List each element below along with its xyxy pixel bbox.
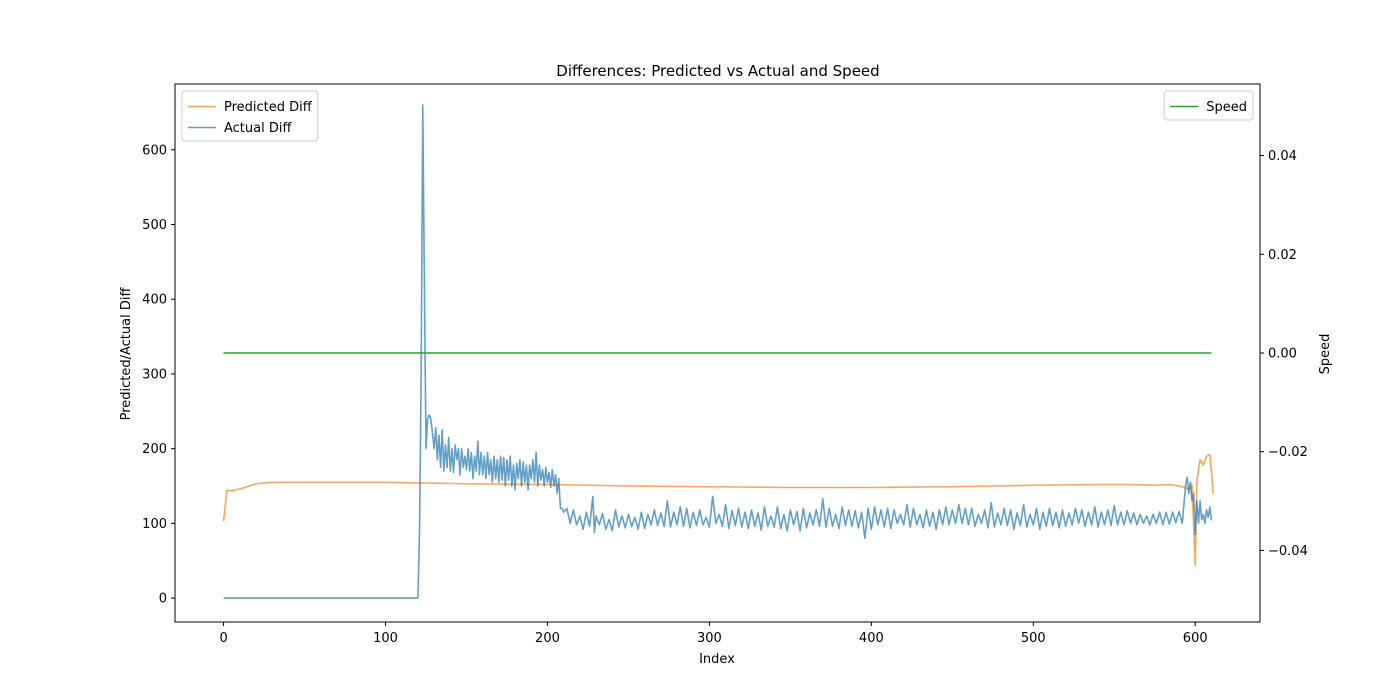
series-line-actual-diff [223,104,1213,599]
chart-title: Differences: Predicted vs Actual and Spe… [556,62,879,80]
x-tick-label: 100 [373,631,398,646]
x-tick-label: 400 [859,631,884,646]
x-tick-label: 300 [697,631,722,646]
y-tick-label-left: 0 [159,592,167,607]
legend-right: Speed [1163,90,1254,121]
legend-box [181,90,319,142]
legend-label-predicted-diff: Predicted Diff [224,100,313,115]
legend-box [1163,90,1254,121]
y-tick-label-left: 200 [142,442,167,457]
x-tick-label: 0 [219,631,227,646]
y-tick-label-left: 300 [142,367,167,382]
x-tick-label: 600 [1183,631,1208,646]
x-tick-label: 500 [1021,631,1046,646]
y-axis-label-right: Speed [1318,334,1333,375]
x-tick-label: 200 [535,631,560,646]
y-tick-label-left: 100 [142,517,167,532]
y-tick-label-left: 500 [142,218,167,233]
y-tick-label-right: −0.02 [1268,445,1308,460]
y-tick-label-left: 400 [142,293,167,308]
x-axis-label: Index [699,652,735,667]
legend-label-actual-diff: Actual Diff [224,121,292,136]
y-tick-label-left: 600 [142,143,167,158]
y-tick-label-right: 0.04 [1268,149,1297,164]
axes-layer: 0 100 200 300 400 500 600 0 100 200 300 400 500 600 0.… [142,83,1308,646]
y-tick-label-right: 0.02 [1268,248,1297,263]
legend-left: Predicted Diff Actual Diff [181,90,319,142]
y-tick-label-right: −0.04 [1268,544,1308,559]
y-axis-label-left: Predicted/Actual Diff [119,287,134,421]
y-tick-label-right: 0.00 [1268,347,1297,362]
series-line-predicted-diff [222,453,1214,567]
series-layer [222,104,1214,599]
legend-label-speed: Speed [1206,100,1247,115]
